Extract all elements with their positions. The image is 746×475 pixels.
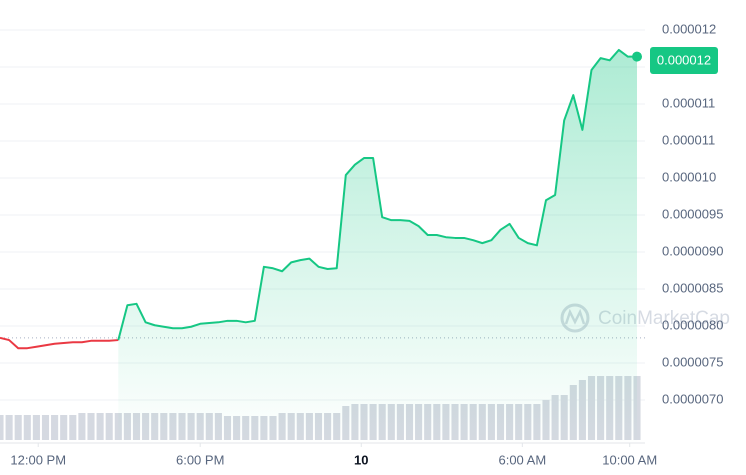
- y-tick-label: 0.000011: [662, 95, 715, 110]
- last-price-dot: [632, 51, 642, 62]
- x-tick-label: 10: [354, 452, 368, 467]
- y-tick-label: 0.0000080: [662, 317, 723, 332]
- volume-bar: [87, 413, 95, 440]
- y-tick-label: 0.000012: [662, 21, 716, 36]
- volume-bar: [78, 413, 86, 440]
- volume-bar: [14, 415, 22, 440]
- price-badge: [650, 47, 718, 74]
- plot: [0, 48, 645, 445]
- x-tick-label: 10:00 AM: [602, 452, 657, 467]
- price-area: [118, 49, 638, 445]
- y-tick-label: 0.000010: [662, 169, 716, 184]
- volume-bar: [69, 415, 77, 440]
- x-tick-label: 12:00 PM: [10, 452, 66, 467]
- volume-bar: [32, 415, 40, 440]
- price-badge-label: 0.000012: [657, 52, 711, 67]
- x-tick-label: 6:00 AM: [498, 452, 546, 467]
- y-tick-label: 0.0000075: [662, 354, 723, 369]
- y-tick-label: 0.0000070: [662, 391, 723, 406]
- volume-bar: [23, 415, 31, 440]
- volume-bar: [51, 415, 59, 440]
- volume-bar: [60, 415, 68, 440]
- volume-bar: [5, 415, 13, 440]
- price-line-up: [117, 48, 637, 341]
- volume-bar: [41, 415, 50, 440]
- price-line-down: [0, 336, 119, 350]
- volume-bar: [105, 413, 113, 440]
- volume-bar: [96, 413, 104, 440]
- y-tick-label: 0.0000095: [662, 206, 723, 221]
- grid: [0, 29, 645, 401]
- y-tick-label: 0.000011: [662, 132, 715, 147]
- x-tick-label: 6:00 PM: [176, 452, 224, 467]
- volume-bar: [0, 415, 4, 440]
- y-tick-label: 0.0000090: [662, 243, 723, 258]
- y-tick-label: 0.0000085: [662, 280, 723, 295]
